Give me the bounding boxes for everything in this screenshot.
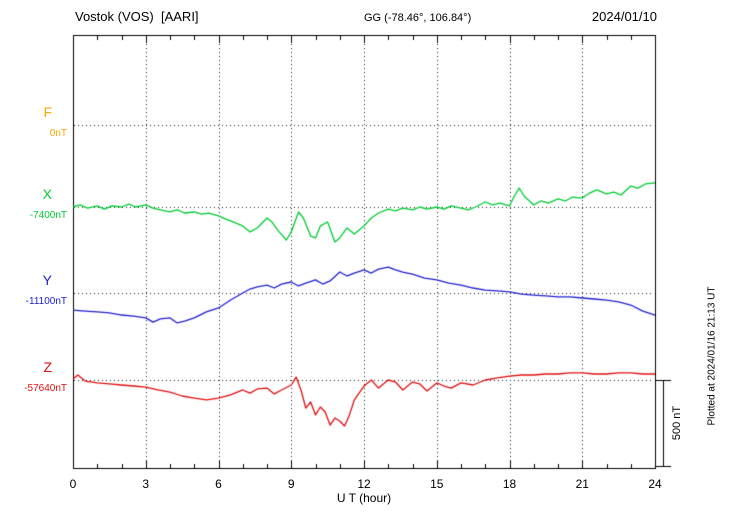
component-baseline-Y: -11100nT	[25, 296, 67, 307]
component-baseline-X: -7400nT	[29, 210, 67, 221]
component-baseline-Z: -57640nT	[24, 383, 67, 394]
x-tick-label: 6	[215, 477, 222, 491]
component-label-Z: Z	[43, 359, 52, 375]
x-tick-label: 15	[430, 477, 444, 491]
station-title: Vostok (VOS) [AARI]	[75, 9, 199, 24]
scale-bar-label: 500 nT	[671, 405, 683, 441]
x-axis-title: U T (hour)	[336, 491, 392, 505]
component-label-F: F	[43, 104, 52, 120]
geographic-coordinates: GG (-78.46°, 106.84°)	[364, 12, 472, 24]
x-tick-label: 18	[502, 477, 517, 491]
x-tick-label: 12	[357, 477, 371, 491]
x-tick-label: 0	[69, 477, 77, 491]
x-tick-label: 9	[287, 477, 295, 491]
x-tick-label: 24	[648, 477, 662, 491]
plotted-at-note: Plotted at 2024/01/16 21:13 UT	[706, 286, 718, 426]
x-tick-label: 21	[575, 477, 589, 491]
component-label-Y: Y	[42, 272, 52, 288]
plot-date: 2024/01/10	[591, 9, 657, 24]
component-label-X: X	[42, 186, 52, 202]
component-baseline-F: 0nT	[49, 128, 67, 139]
x-tick-label: 3	[142, 477, 150, 491]
